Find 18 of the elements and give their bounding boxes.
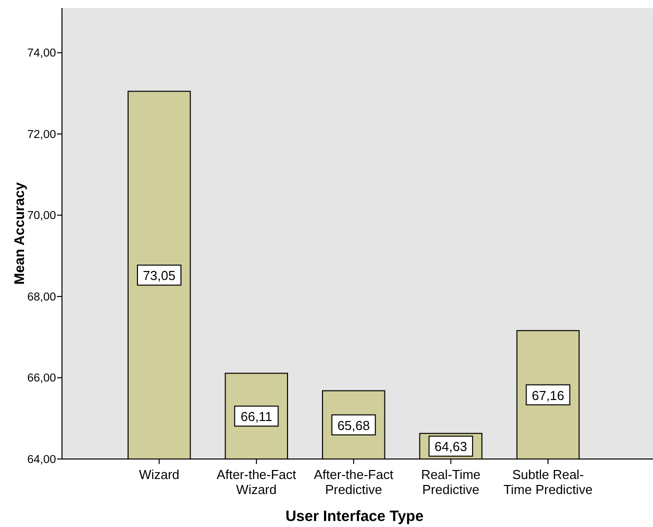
data-label: 73,05 [142, 268, 176, 284]
y-tick-label: 72,00 [27, 128, 56, 141]
y-tick-label: 68,00 [27, 291, 56, 304]
y-tick-label: 74,00 [27, 48, 56, 60]
data-label: 66,11 [240, 409, 272, 424]
y-axis-title: Mean Accuracy [11, 182, 27, 285]
y-tick-label: 66,00 [27, 372, 56, 385]
x-axis-title: User Interface Type [285, 508, 424, 525]
x-tick-label: Wizard [138, 467, 180, 482]
data-label: 67,16 [532, 388, 564, 403]
data-label: 64,63 [434, 439, 468, 454]
y-tick-label: 64,00 [27, 454, 56, 466]
x-tick-label: Subtle Real- Time Predictive [503, 467, 593, 497]
x-tick-label: Real-Time Predictive [421, 467, 481, 497]
x-tick-label: After-the-Fact Predictive [314, 467, 394, 497]
y-tick-label: 70,00 [27, 210, 56, 222]
data-label: 65,68 [337, 418, 370, 433]
x-tick-label: After-the-Fact Wizard [216, 467, 297, 497]
